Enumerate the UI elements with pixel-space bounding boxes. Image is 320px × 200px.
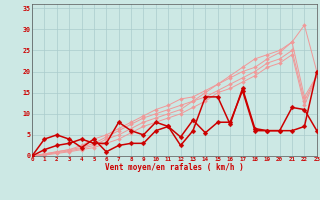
X-axis label: Vent moyen/en rafales ( km/h ): Vent moyen/en rafales ( km/h ) bbox=[105, 164, 244, 172]
